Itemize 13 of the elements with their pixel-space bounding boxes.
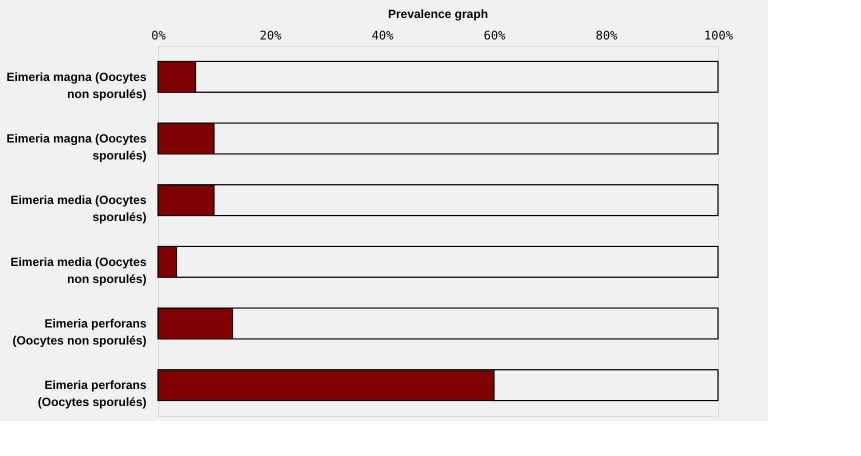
x-tick-label: 40% (372, 28, 394, 42)
x-tick-label: 20% (260, 28, 282, 42)
y-tick-label: Eimeria magna (Oocytes non sporulés) (6, 70, 147, 101)
y-tick-label: Eimeria media (Oocytes sporulés) (10, 193, 147, 224)
chart-title: Prevalence graph (388, 7, 488, 21)
x-tick-label: 100% (704, 28, 734, 42)
x-tick-label: 0% (151, 28, 166, 42)
y-tick-label: Eimeria media (Oocytes non sporulés) (10, 254, 147, 286)
y-tick-label: Eimeria perforans (Oocytes non sporulés) (12, 316, 147, 348)
y-tick-label: Eimeria magna (Oocytes sporulés) (6, 132, 147, 162)
y-tick-label: Eimeria perforans (Oocytes sporulés) (38, 378, 147, 410)
x-tick-label: 80% (596, 28, 618, 42)
x-tick-label: 60% (484, 28, 506, 42)
